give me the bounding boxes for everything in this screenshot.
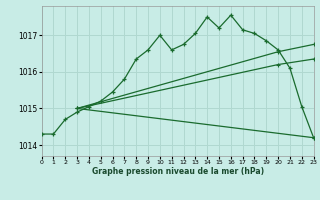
X-axis label: Graphe pression niveau de la mer (hPa): Graphe pression niveau de la mer (hPa) [92,167,264,176]
